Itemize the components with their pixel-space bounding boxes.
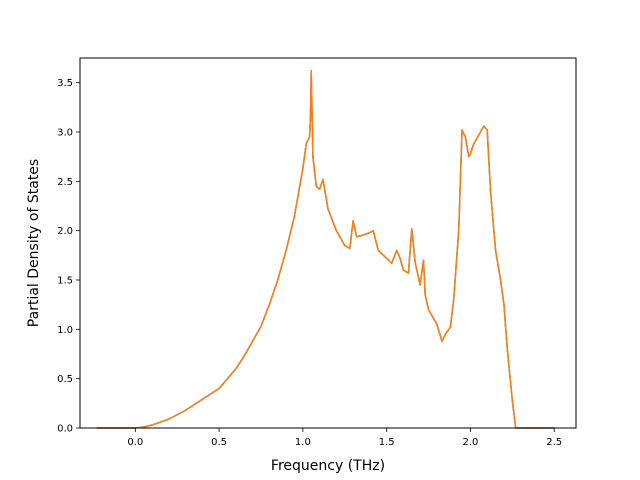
series-line-2 — [96, 70, 555, 429]
y-tick-label: 0.5 — [57, 374, 73, 385]
series-layer — [96, 70, 555, 429]
x-tick-label: 1.0 — [295, 437, 311, 448]
y-tick-label: 1.5 — [57, 276, 73, 287]
y-tick-label: 3.0 — [57, 128, 73, 139]
x-axis-ticks: 0.0 0.5 1.0 1.5 2.0 2.5 — [127, 428, 562, 448]
x-tick-label: 0.5 — [211, 437, 227, 448]
y-axis-ticks: 0.0 0.5 1.0 1.5 2.0 2.5 3.0 3.5 — [57, 78, 80, 435]
x-tick-label: 2.5 — [546, 437, 562, 448]
x-tick-label: 0.0 — [127, 437, 143, 448]
y-tick-label: 1.0 — [57, 325, 73, 336]
x-axis-label: Frequency (THz) — [271, 458, 385, 474]
y-axis-label: Partial Density of States — [26, 159, 42, 327]
plot-frame — [79, 57, 577, 429]
y-tick-label: 3.5 — [57, 78, 73, 89]
x-tick-label: 1.5 — [379, 437, 395, 448]
y-tick-label: 2.5 — [57, 177, 73, 188]
y-tick-label: 2.0 — [57, 226, 73, 237]
y-tick-label: 0.0 — [57, 424, 73, 435]
x-tick-label: 2.0 — [462, 437, 478, 448]
